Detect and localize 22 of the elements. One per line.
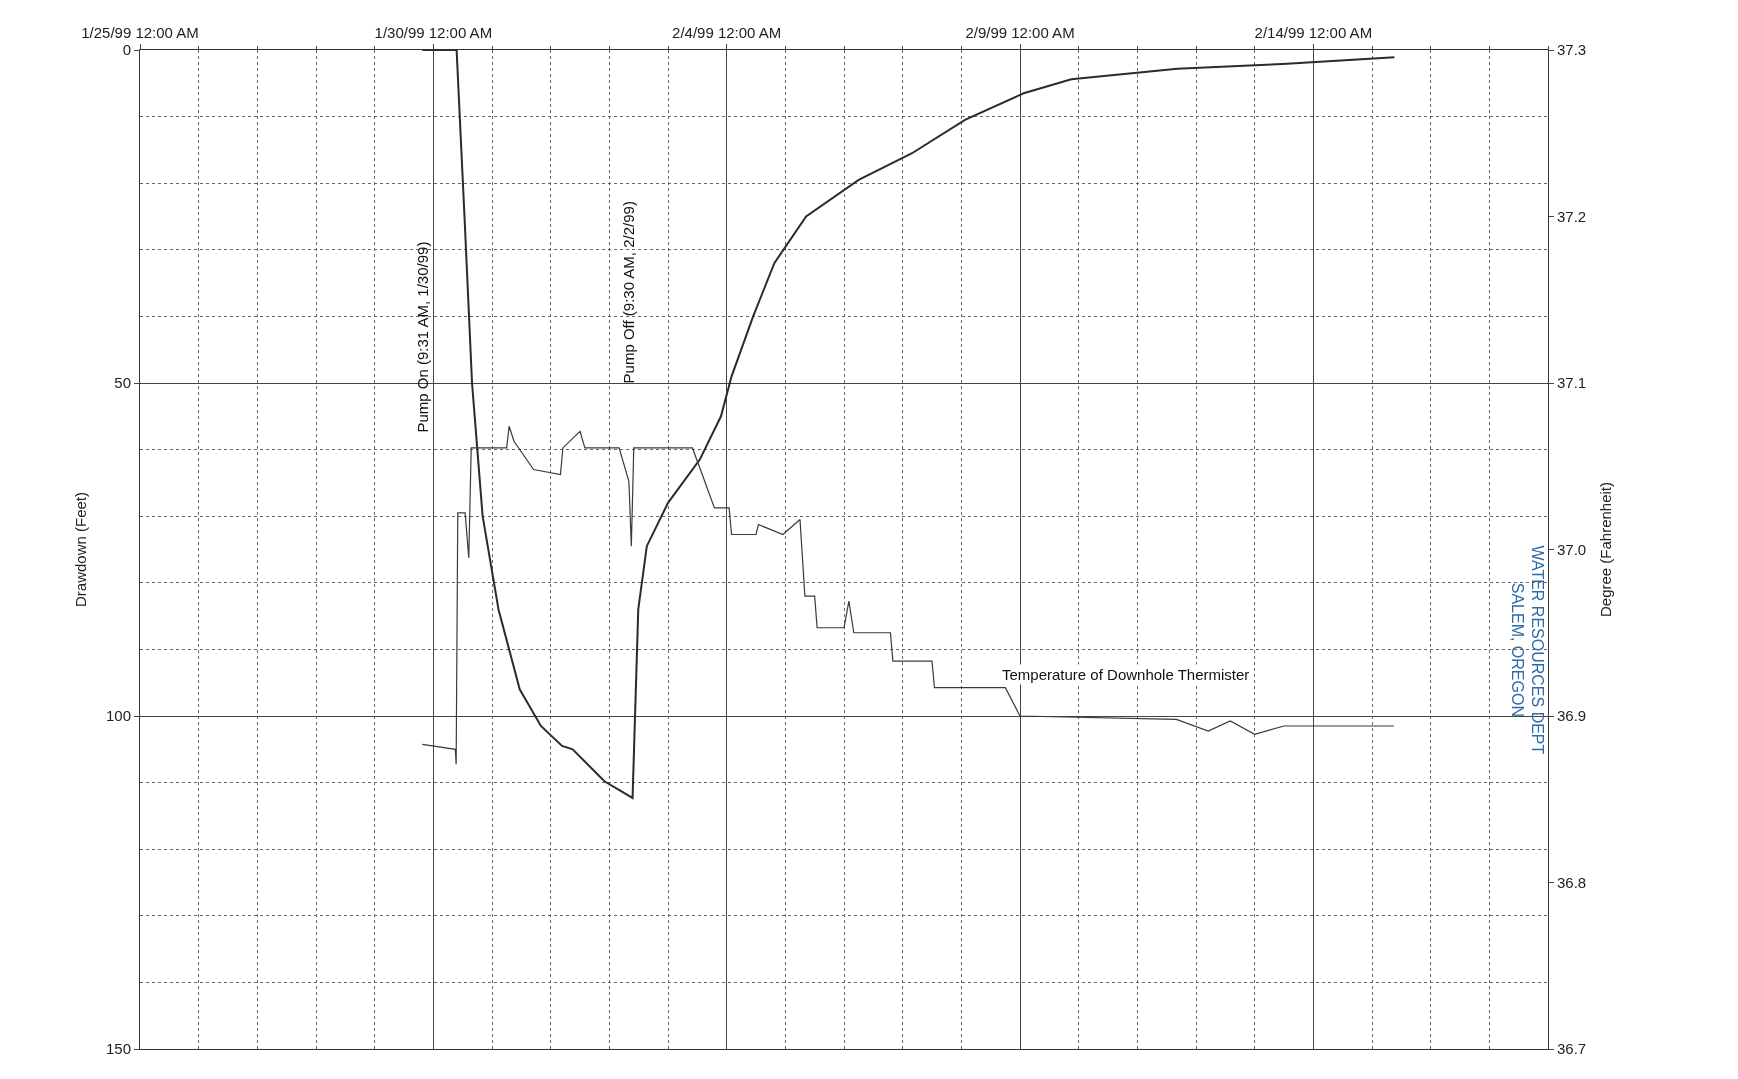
x-tick-label: 2/4/99 12:00 AM	[672, 24, 782, 41]
x-tick-label: 1/30/99 12:00 AM	[374, 24, 493, 41]
x-tick-label: 2/9/99 12:00 AM	[965, 24, 1075, 41]
y2-tick-label: 37.1	[1557, 374, 1587, 392]
y2-tick-label: 37.3	[1557, 41, 1587, 59]
annotation: Temperature of Downhole Thermister	[1002, 666, 1250, 683]
y-tick-label: 100	[105, 707, 131, 725]
x-tick-label: 2/14/99 12:00 AM	[1254, 24, 1373, 41]
y2-tick-label: 37.2	[1557, 207, 1587, 225]
y-tick-label: 50	[114, 374, 131, 392]
y2-tick-label: 36.8	[1557, 873, 1587, 891]
y2-axis-title: Degree (Fahrenheit)	[1597, 481, 1615, 618]
x-tick-label: 1/25/99 12:00 AM	[81, 24, 199, 41]
y2-tick-label: 37.0	[1557, 540, 1587, 558]
y-tick-label: 0	[122, 41, 131, 59]
annotation: Pump On (9:31 AM, 1/30/99)	[413, 241, 431, 433]
y2-tick-label: 36.9	[1557, 707, 1587, 725]
y2-tick-label: 36.7	[1557, 1040, 1587, 1058]
annotation: Pump Off (9:30 AM, 2/2/99)	[619, 201, 637, 384]
y-axis-title: Drawdown (Feet)	[72, 491, 90, 608]
y-tick-label: 150	[105, 1040, 131, 1058]
annotation: WATER RESOURCES DEPT SALEM, OREGON	[1508, 545, 1547, 755]
